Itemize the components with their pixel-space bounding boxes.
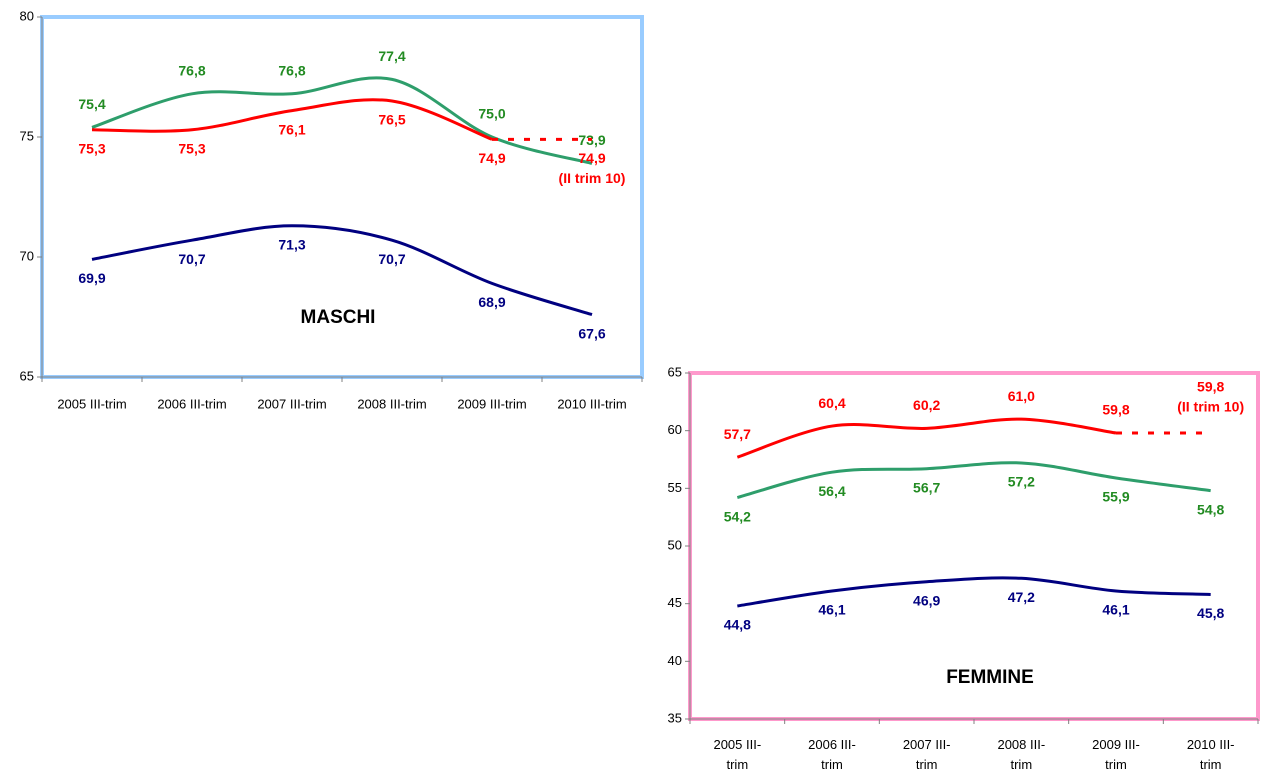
- value-label: 54,2: [724, 508, 751, 524]
- value-label: 59,8: [1102, 402, 1129, 418]
- y-tick-label: 80: [20, 8, 34, 23]
- x-tick-label: 2007 III-trim: [257, 396, 326, 411]
- value-label: 70,7: [178, 251, 205, 267]
- series-line: [91, 98, 493, 141]
- value-label: 60,4: [818, 395, 845, 411]
- value-label: 45,8: [1197, 605, 1224, 621]
- series-line: [91, 224, 593, 317]
- y-tick-label: 75: [20, 128, 34, 143]
- y-tick-label: 35: [668, 710, 682, 725]
- value-label: 59,8: [1197, 379, 1224, 395]
- value-label: 69,9: [78, 270, 105, 286]
- value-label: 61,0: [1008, 388, 1035, 404]
- x-tick-label: 2008 III-trim: [357, 396, 426, 411]
- value-label: 57,2: [1008, 474, 1035, 490]
- series-line: [736, 417, 1117, 459]
- value-label: 56,4: [818, 483, 845, 499]
- series-line: [737, 576, 1211, 608]
- value-label: 56,7: [913, 479, 940, 495]
- value-label: 76,8: [178, 63, 205, 79]
- series-line: [736, 461, 1211, 500]
- y-tick-label: 55: [668, 480, 682, 495]
- chart-title: FEMMINE: [946, 667, 1034, 688]
- value-label: 54,8: [1197, 501, 1224, 517]
- x-tick-label: 2009 III-trim: [457, 396, 526, 411]
- y-tick-label: 45: [668, 595, 682, 610]
- y-tick-label: 60: [668, 422, 682, 437]
- y-tick-label: 70: [20, 248, 34, 263]
- value-label: 74,9: [478, 150, 505, 166]
- x-tick-label: 2006 III-trim: [808, 737, 856, 772]
- value-label: 55,9: [1102, 489, 1129, 505]
- value-label: 47,2: [1008, 589, 1035, 605]
- value-label: 76,8: [278, 63, 305, 79]
- annotation: (II trim 10): [559, 170, 626, 186]
- value-label: 46,1: [818, 602, 845, 618]
- y-tick-label: 40: [668, 653, 682, 668]
- value-label: 77,4: [378, 48, 405, 64]
- value-label: 75,3: [178, 141, 205, 157]
- value-label: 68,9: [478, 294, 505, 310]
- x-tick-label: 2006 III-trim: [157, 396, 226, 411]
- value-label: 76,1: [278, 121, 305, 137]
- value-label: 60,2: [913, 397, 940, 413]
- chart-title: MASCHI: [301, 307, 376, 328]
- value-label: 70,7: [378, 251, 405, 267]
- value-label: 44,8: [724, 617, 751, 633]
- x-tick-label: 2009 III-trim: [1092, 737, 1140, 772]
- value-label: 67,6: [578, 325, 605, 341]
- x-tick-label: 2010 III-trim: [1187, 737, 1235, 772]
- x-tick-label: 2005 III-trim: [713, 737, 761, 772]
- value-label: 71,3: [278, 237, 305, 253]
- x-tick-label: 2007 III-trim: [903, 737, 951, 772]
- y-tick-label: 50: [668, 537, 682, 552]
- annotation: (II trim 10): [1177, 399, 1244, 415]
- value-label: 76,5: [378, 112, 405, 128]
- y-tick-label: 65: [668, 364, 682, 379]
- x-tick-label: 2005 III-trim: [57, 396, 126, 411]
- series-line: [91, 76, 593, 165]
- value-label: 46,9: [913, 592, 940, 608]
- value-label: 46,1: [1102, 602, 1129, 618]
- x-tick-label: 2010 III-trim: [557, 396, 626, 411]
- x-tick-label: 2008 III-trim: [997, 737, 1045, 772]
- value-label: 75,0: [478, 106, 505, 122]
- value-label: 74,9: [578, 150, 605, 166]
- value-label: 73,9: [578, 132, 605, 148]
- y-tick-label: 65: [20, 368, 34, 383]
- value-label: 75,3: [78, 141, 105, 157]
- value-label: 57,7: [724, 426, 751, 442]
- value-label: 75,4: [78, 96, 105, 112]
